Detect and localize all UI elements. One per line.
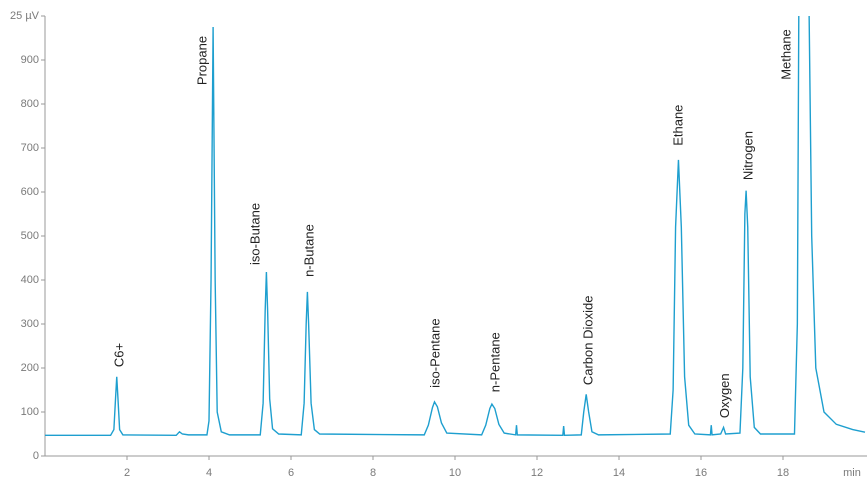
x-tick-label: 4	[206, 467, 212, 479]
y-tick-label: 900	[21, 54, 39, 66]
y-tick-label: 0	[33, 450, 39, 462]
y-tick-label: 200	[21, 362, 39, 374]
x-tick-label: 12	[531, 467, 543, 479]
peak-label: n-Butane	[301, 224, 316, 277]
x-axis-label: min	[843, 467, 861, 479]
peak-label: Carbon Dioxide	[581, 296, 596, 386]
peak-label: n-Pentane	[487, 332, 502, 392]
x-tick-label: 8	[370, 467, 376, 479]
y-tick-label: 700	[21, 142, 39, 154]
peak-label: Ethane	[670, 105, 685, 146]
y-tick-label: 100	[21, 406, 39, 418]
trace-line	[45, 16, 866, 437]
x-tick-label: 18	[777, 467, 789, 479]
y-tick-label: 500	[21, 230, 39, 242]
y-tick-label: 800	[21, 98, 39, 110]
y-tick-label: 600	[21, 186, 39, 198]
x-tick-label: 16	[695, 467, 707, 479]
y-tick-label: 400	[21, 274, 39, 286]
peak-label: Nitrogen	[740, 131, 755, 180]
peak-label: C6+	[111, 343, 126, 367]
x-tick-label: 10	[449, 467, 461, 479]
x-tick-label: 2	[124, 467, 130, 479]
peak-label: iso-Butane	[248, 203, 263, 265]
y-tick-label: 300	[21, 318, 39, 330]
x-tick-label: 6	[288, 467, 294, 479]
peak-label: iso-Pentane	[428, 318, 443, 387]
y-tick-label: 25 µV	[10, 10, 40, 22]
peak-label: Oxygen	[717, 373, 732, 418]
x-tick-label: 14	[613, 467, 625, 479]
peak-label: Propane	[194, 36, 209, 85]
peak-label: Methane	[779, 29, 794, 80]
